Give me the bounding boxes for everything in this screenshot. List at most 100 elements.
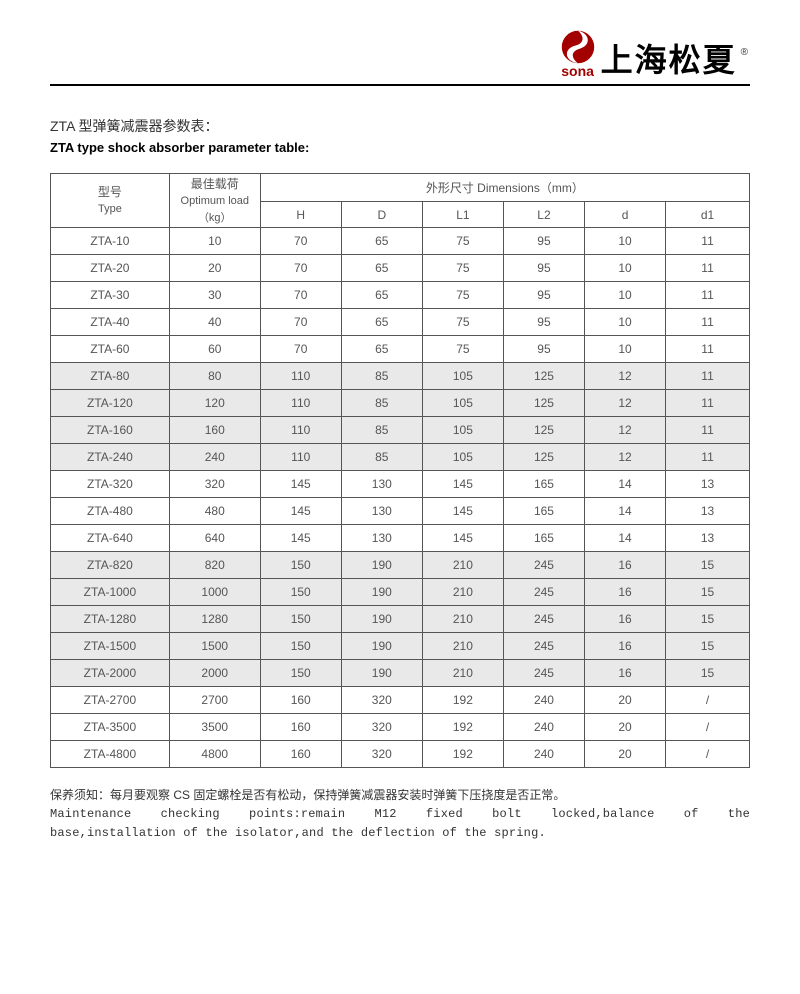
cell-d: 12 [585,363,666,390]
cell-L2: 165 [503,525,584,552]
section-title-cn: ZTA 型弹簧减震器参数表： [50,116,750,136]
cell-load: 40 [169,309,260,336]
cell-d: 20 [585,687,666,714]
cell-D: 190 [341,606,422,633]
cell-d: 14 [585,471,666,498]
cell-L1: 105 [422,444,503,471]
cell-L2: 240 [503,714,584,741]
cell-D: 190 [341,660,422,687]
cell-d1: 11 [666,390,750,417]
cell-type: ZTA-120 [51,390,170,417]
cell-D: 65 [341,255,422,282]
cell-d1: 15 [666,633,750,660]
cell-D: 65 [341,228,422,255]
cell-D: 190 [341,633,422,660]
cell-L2: 240 [503,687,584,714]
cell-L1: 210 [422,660,503,687]
cell-D: 65 [341,336,422,363]
cell-d: 20 [585,714,666,741]
cell-d: 10 [585,309,666,336]
cell-L2: 165 [503,471,584,498]
cell-d: 14 [585,498,666,525]
col-header-dimensions: 外形尺寸 Dimensions（mm） [260,174,749,202]
cell-H: 70 [260,255,341,282]
cell-d1: 13 [666,498,750,525]
cell-d1: 11 [666,336,750,363]
table-row: ZTA-100010001501902102451615 [51,579,750,606]
maintenance-note-en-line2: base,installation of the isolator,and th… [50,824,750,843]
cell-load: 4800 [169,741,260,768]
cell-type: ZTA-640 [51,525,170,552]
cell-H: 160 [260,714,341,741]
cell-H: 150 [260,660,341,687]
cell-load: 2000 [169,660,260,687]
cell-type: ZTA-20 [51,255,170,282]
cell-L1: 145 [422,498,503,525]
cell-D: 320 [341,741,422,768]
cell-d: 16 [585,606,666,633]
cell-d1: 15 [666,579,750,606]
cell-load: 320 [169,471,260,498]
page-header: sona 上海松夏 ® [50,30,750,86]
cell-type: ZTA-1500 [51,633,170,660]
col-header-load: 最佳载荷 Optimum load（kg） [169,174,260,228]
table-row: ZTA-1010706575951011 [51,228,750,255]
cell-D: 85 [341,390,422,417]
cell-d: 10 [585,228,666,255]
cell-load: 60 [169,336,260,363]
cell-D: 320 [341,714,422,741]
cell-D: 130 [341,471,422,498]
cell-H: 70 [260,228,341,255]
cell-L2: 125 [503,417,584,444]
logo-mark: sona [561,30,595,78]
brand-logo-block: sona 上海松夏 ® [561,30,750,78]
cell-L1: 192 [422,687,503,714]
cell-H: 110 [260,363,341,390]
cell-d: 10 [585,336,666,363]
cell-L1: 210 [422,579,503,606]
cell-type: ZTA-240 [51,444,170,471]
maintenance-note: 保养须知：每月要观察 CS 固定螺栓是否有松动，保持弹簧减震器安装时弹簧下压挠度… [50,786,750,844]
cell-L1: 75 [422,228,503,255]
col-header-D: D [341,202,422,228]
maintenance-note-cn: 保养须知：每月要观察 CS 固定螺栓是否有松动，保持弹簧减震器安装时弹簧下压挠度… [50,786,750,805]
cell-L2: 245 [503,606,584,633]
cell-load: 20 [169,255,260,282]
table-row: ZTA-8080110851051251211 [51,363,750,390]
cell-H: 160 [260,741,341,768]
table-row: ZTA-4804801451301451651413 [51,498,750,525]
cell-load: 820 [169,552,260,579]
cell-type: ZTA-1000 [51,579,170,606]
cell-d1: 11 [666,228,750,255]
cell-H: 150 [260,579,341,606]
cell-H: 150 [260,552,341,579]
cell-type: ZTA-320 [51,471,170,498]
parameter-table: 型号 Type 最佳载荷 Optimum load（kg） 外形尺寸 Dimen… [50,173,750,768]
cell-H: 70 [260,309,341,336]
cell-type: ZTA-160 [51,417,170,444]
cell-load: 240 [169,444,260,471]
cell-D: 130 [341,498,422,525]
cell-H: 150 [260,633,341,660]
table-row: ZTA-6060706575951011 [51,336,750,363]
cell-d1: / [666,741,750,768]
cell-D: 85 [341,363,422,390]
col-header-type-en: Type [51,201,169,218]
cell-type: ZTA-40 [51,309,170,336]
cell-d1: 11 [666,309,750,336]
cell-L1: 75 [422,255,503,282]
cell-H: 110 [260,390,341,417]
col-header-H: H [260,202,341,228]
registered-mark: ® [741,47,748,58]
col-header-L1: L1 [422,202,503,228]
cell-load: 160 [169,417,260,444]
cell-D: 65 [341,282,422,309]
cell-L2: 125 [503,444,584,471]
col-header-d: d [585,202,666,228]
cell-d1: 13 [666,525,750,552]
cell-d: 14 [585,525,666,552]
cell-load: 1280 [169,606,260,633]
cell-H: 145 [260,471,341,498]
cell-d1: / [666,687,750,714]
cell-d: 12 [585,390,666,417]
